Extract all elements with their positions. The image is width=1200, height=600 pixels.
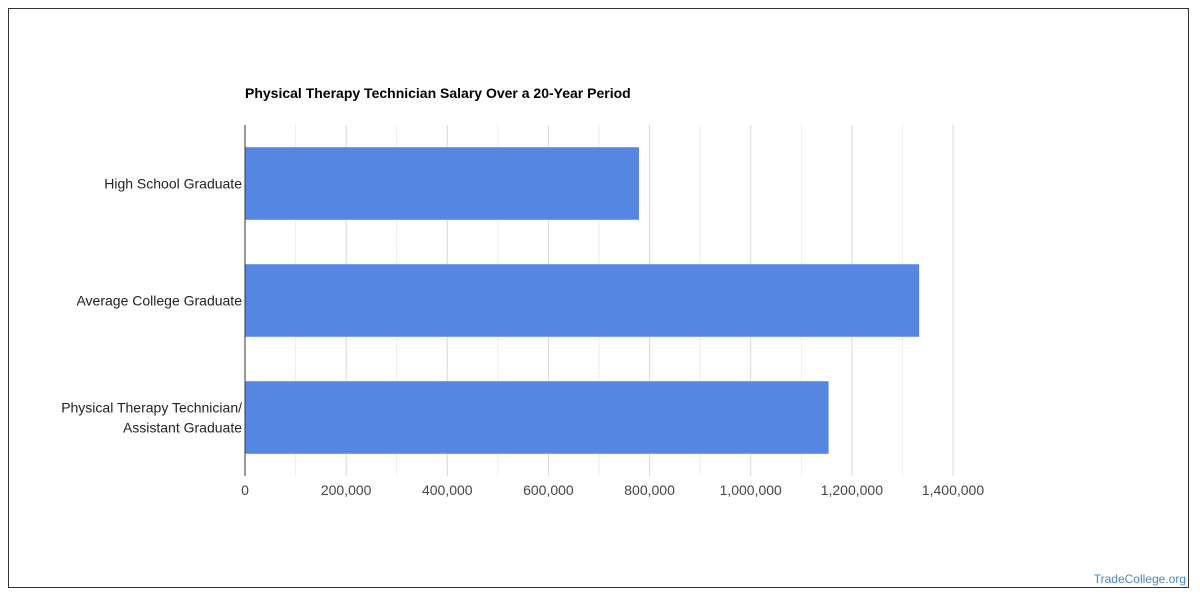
x-tick-label: 200,000 [321,482,372,498]
category-label: Physical Therapy Technician/ [61,400,242,416]
category-label: Assistant Graduate [123,420,242,436]
x-tick-label: 1,200,000 [821,482,883,498]
category-label: High School Graduate [104,176,242,192]
bar [245,381,829,454]
x-tick-label: 0 [241,482,249,498]
x-tick-label: 600,000 [523,482,574,498]
x-tick-label: 400,000 [422,482,473,498]
chart-title: Physical Therapy Technician Salary Over … [245,85,631,101]
bar [245,147,639,220]
category-label: Average College Graduate [76,293,242,309]
source-link[interactable]: TradeCollege.org [1093,572,1186,586]
x-tick-label: 1,000,000 [720,482,782,498]
x-tick-label: 800,000 [624,482,675,498]
bar [245,264,920,337]
x-tick-label: 1,400,000 [922,482,984,498]
